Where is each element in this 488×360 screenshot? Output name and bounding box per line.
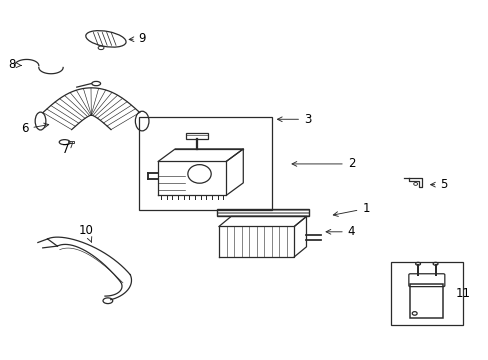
Text: 9: 9 <box>129 32 146 45</box>
Bar <box>138 117 272 210</box>
Bar <box>216 208 308 216</box>
Bar <box>409 284 443 318</box>
Text: 3: 3 <box>277 113 311 126</box>
Text: 7: 7 <box>61 143 73 156</box>
Text: 10: 10 <box>79 224 94 242</box>
Text: 8: 8 <box>8 58 21 72</box>
Bar <box>185 133 208 139</box>
Bar <box>390 262 462 325</box>
Bar <box>68 141 74 143</box>
Text: 1: 1 <box>333 202 369 216</box>
Text: 6: 6 <box>21 122 49 135</box>
Text: 2: 2 <box>291 157 354 170</box>
Text: 4: 4 <box>325 225 354 238</box>
Text: 5: 5 <box>430 178 447 191</box>
Text: 11: 11 <box>455 287 470 300</box>
